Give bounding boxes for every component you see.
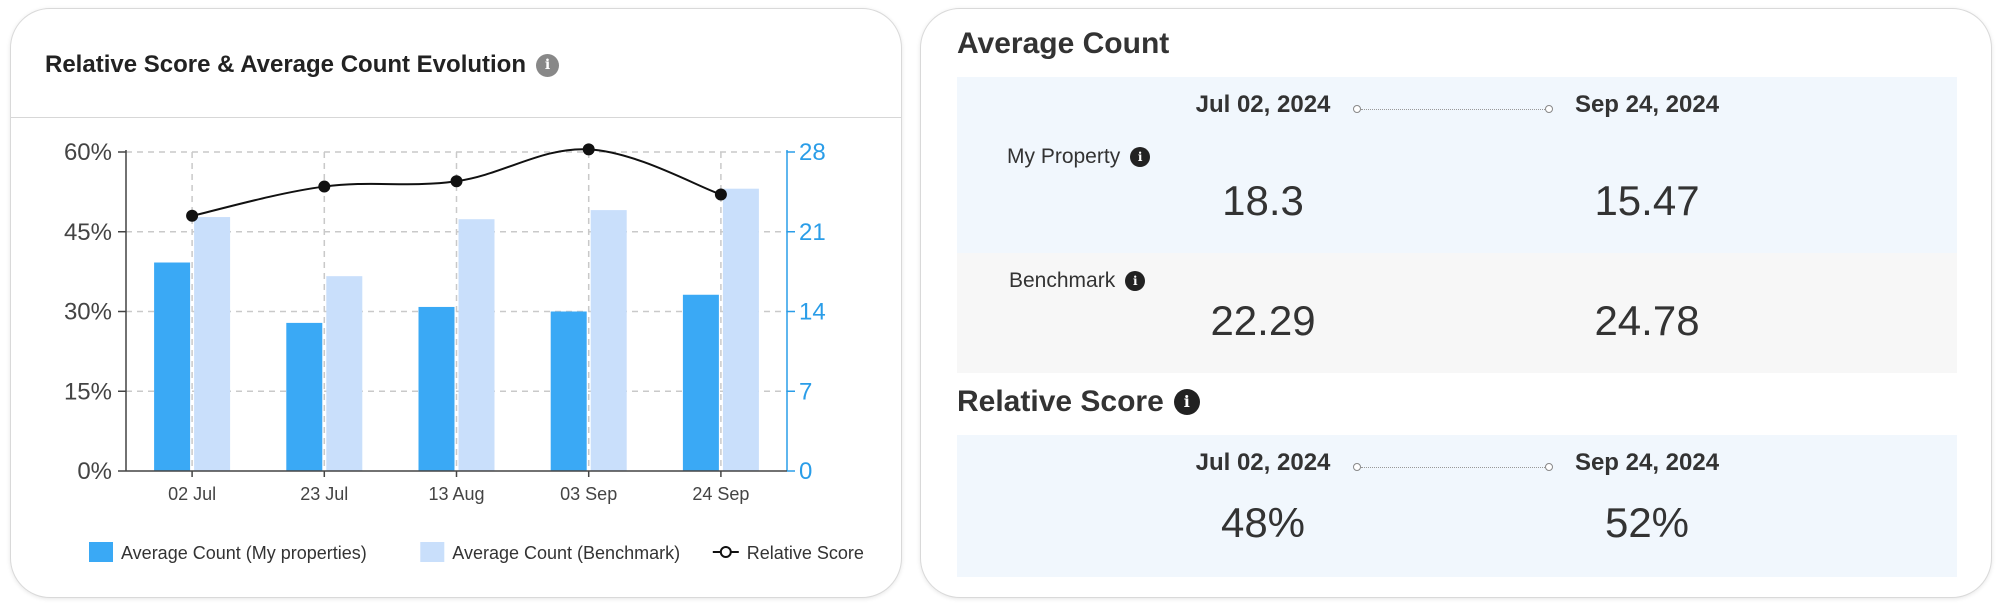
- date-range-row: Jul 02, 2024 Sep 24, 2024: [957, 449, 1957, 489]
- start-date-label: Jul 02, 2024: [1195, 449, 1331, 476]
- benchmark-end-value: 24.78: [1594, 297, 1700, 344]
- range-end-dot: [1545, 463, 1553, 471]
- right-axis-tick-label: 0: [799, 458, 812, 485]
- x-axis-tick-label: 03 Sep: [560, 484, 617, 504]
- x-axis-tick-label: 23 Jul: [300, 484, 348, 504]
- left-axis-tick-label: 0%: [77, 458, 112, 485]
- start-date-label: Jul 02, 2024: [1195, 91, 1331, 118]
- range-connector: [1361, 467, 1545, 468]
- evolution-chart-card: Relative Score & Average Count Evolution…: [10, 8, 902, 598]
- benchmark-label-text: Benchmark: [1009, 269, 1116, 292]
- benchmark-label: Benchmark i: [1009, 269, 1146, 293]
- left-axis-tick-label: 60%: [64, 139, 112, 166]
- my-property-label-text: My Property: [1007, 145, 1121, 168]
- my-property-start-value: 18.3: [1222, 177, 1304, 224]
- my-property-panel: Jul 02, 2024 Sep 24, 2024 My Property i …: [957, 77, 1957, 253]
- card-divider: [11, 117, 901, 118]
- relative-score-title: Relative Score i: [957, 385, 1200, 419]
- legend-label-my-properties: Average Count (My properties): [121, 543, 367, 563]
- relative-score-start-value: 48%: [1220, 499, 1306, 546]
- legend-marker-relative-score: [719, 546, 732, 558]
- left-axis-tick-label: 15%: [64, 378, 112, 405]
- range-connector: [1361, 109, 1545, 110]
- x-axis-tick-label: 24 Sep: [692, 484, 749, 504]
- my-property-label: My Property i: [1007, 145, 1151, 169]
- relative-score-end-value: 52%: [1604, 499, 1690, 546]
- range-start-dot: [1353, 463, 1361, 471]
- right-axis-tick-label: 7: [799, 378, 812, 405]
- bar-benchmark: [722, 188, 759, 471]
- bar-benchmark: [590, 210, 627, 471]
- summary-card: Average Count Jul 02, 2024 Sep 24, 2024 …: [920, 8, 1992, 598]
- legend-swatch-benchmark: [420, 542, 445, 562]
- info-icon[interactable]: i: [1173, 389, 1200, 415]
- relative-score-panel: Jul 02, 2024 Sep 24, 2024 48% 52%: [957, 435, 1957, 577]
- bar-my-properties: [550, 311, 587, 471]
- legend-swatch-my-properties: [89, 542, 113, 562]
- right-axis-tick-label: 21: [799, 219, 826, 246]
- range-start-dot: [1353, 105, 1361, 113]
- legend-label-benchmark: Average Count (Benchmark): [452, 543, 680, 563]
- bar-benchmark: [458, 219, 495, 471]
- chart-title-text: Relative Score & Average Count Evolution: [45, 51, 526, 78]
- x-axis-tick-label: 02 Jul: [168, 484, 216, 504]
- relative-score-point: [318, 180, 331, 193]
- bar-my-properties: [682, 294, 719, 471]
- average-count-title-text: Average Count: [957, 27, 1170, 60]
- x-axis-tick-label: 13 Aug: [428, 484, 484, 504]
- end-date-label: Sep 24, 2024: [1574, 449, 1720, 476]
- relative-score-point: [582, 143, 595, 156]
- info-icon[interactable]: i: [1130, 147, 1151, 167]
- range-end-dot: [1545, 105, 1553, 113]
- bar-benchmark: [326, 276, 363, 471]
- benchmark-start-value: 22.29: [1210, 297, 1316, 344]
- right-axis-tick-label: 14: [799, 299, 826, 326]
- right-axis-tick-label: 28: [799, 139, 826, 166]
- left-axis-tick-label: 30%: [64, 299, 112, 326]
- legend-label-relative-score: Relative Score: [747, 543, 864, 563]
- average-count-title: Average Count: [957, 27, 1169, 61]
- end-date-label: Sep 24, 2024: [1574, 91, 1720, 118]
- bar-my-properties: [418, 306, 455, 471]
- left-axis-tick-label: 45%: [64, 219, 112, 246]
- relative-score-point: [714, 188, 727, 201]
- my-property-end-value: 15.47: [1594, 177, 1700, 224]
- relative-score-point: [186, 209, 199, 222]
- bar-benchmark: [194, 217, 231, 471]
- bar-my-properties: [286, 322, 323, 471]
- info-icon[interactable]: i: [1125, 271, 1146, 291]
- date-range-row: Jul 02, 2024 Sep 24, 2024: [957, 91, 1957, 131]
- chart-card-title: Relative Score & Average Count Evolution…: [45, 51, 559, 79]
- relative-score-title-text: Relative Score: [957, 385, 1164, 418]
- info-icon[interactable]: i: [536, 53, 559, 77]
- bar-my-properties: [154, 262, 191, 471]
- evolution-chart: 0% 15% 30% 45% 60% 0 7 14 21 28 02 Jul 23 Jul 13 Aug…: [64, 139, 864, 563]
- relative-score-point: [450, 175, 463, 188]
- benchmark-panel: Benchmark i 22.29 24.78: [957, 253, 1957, 373]
